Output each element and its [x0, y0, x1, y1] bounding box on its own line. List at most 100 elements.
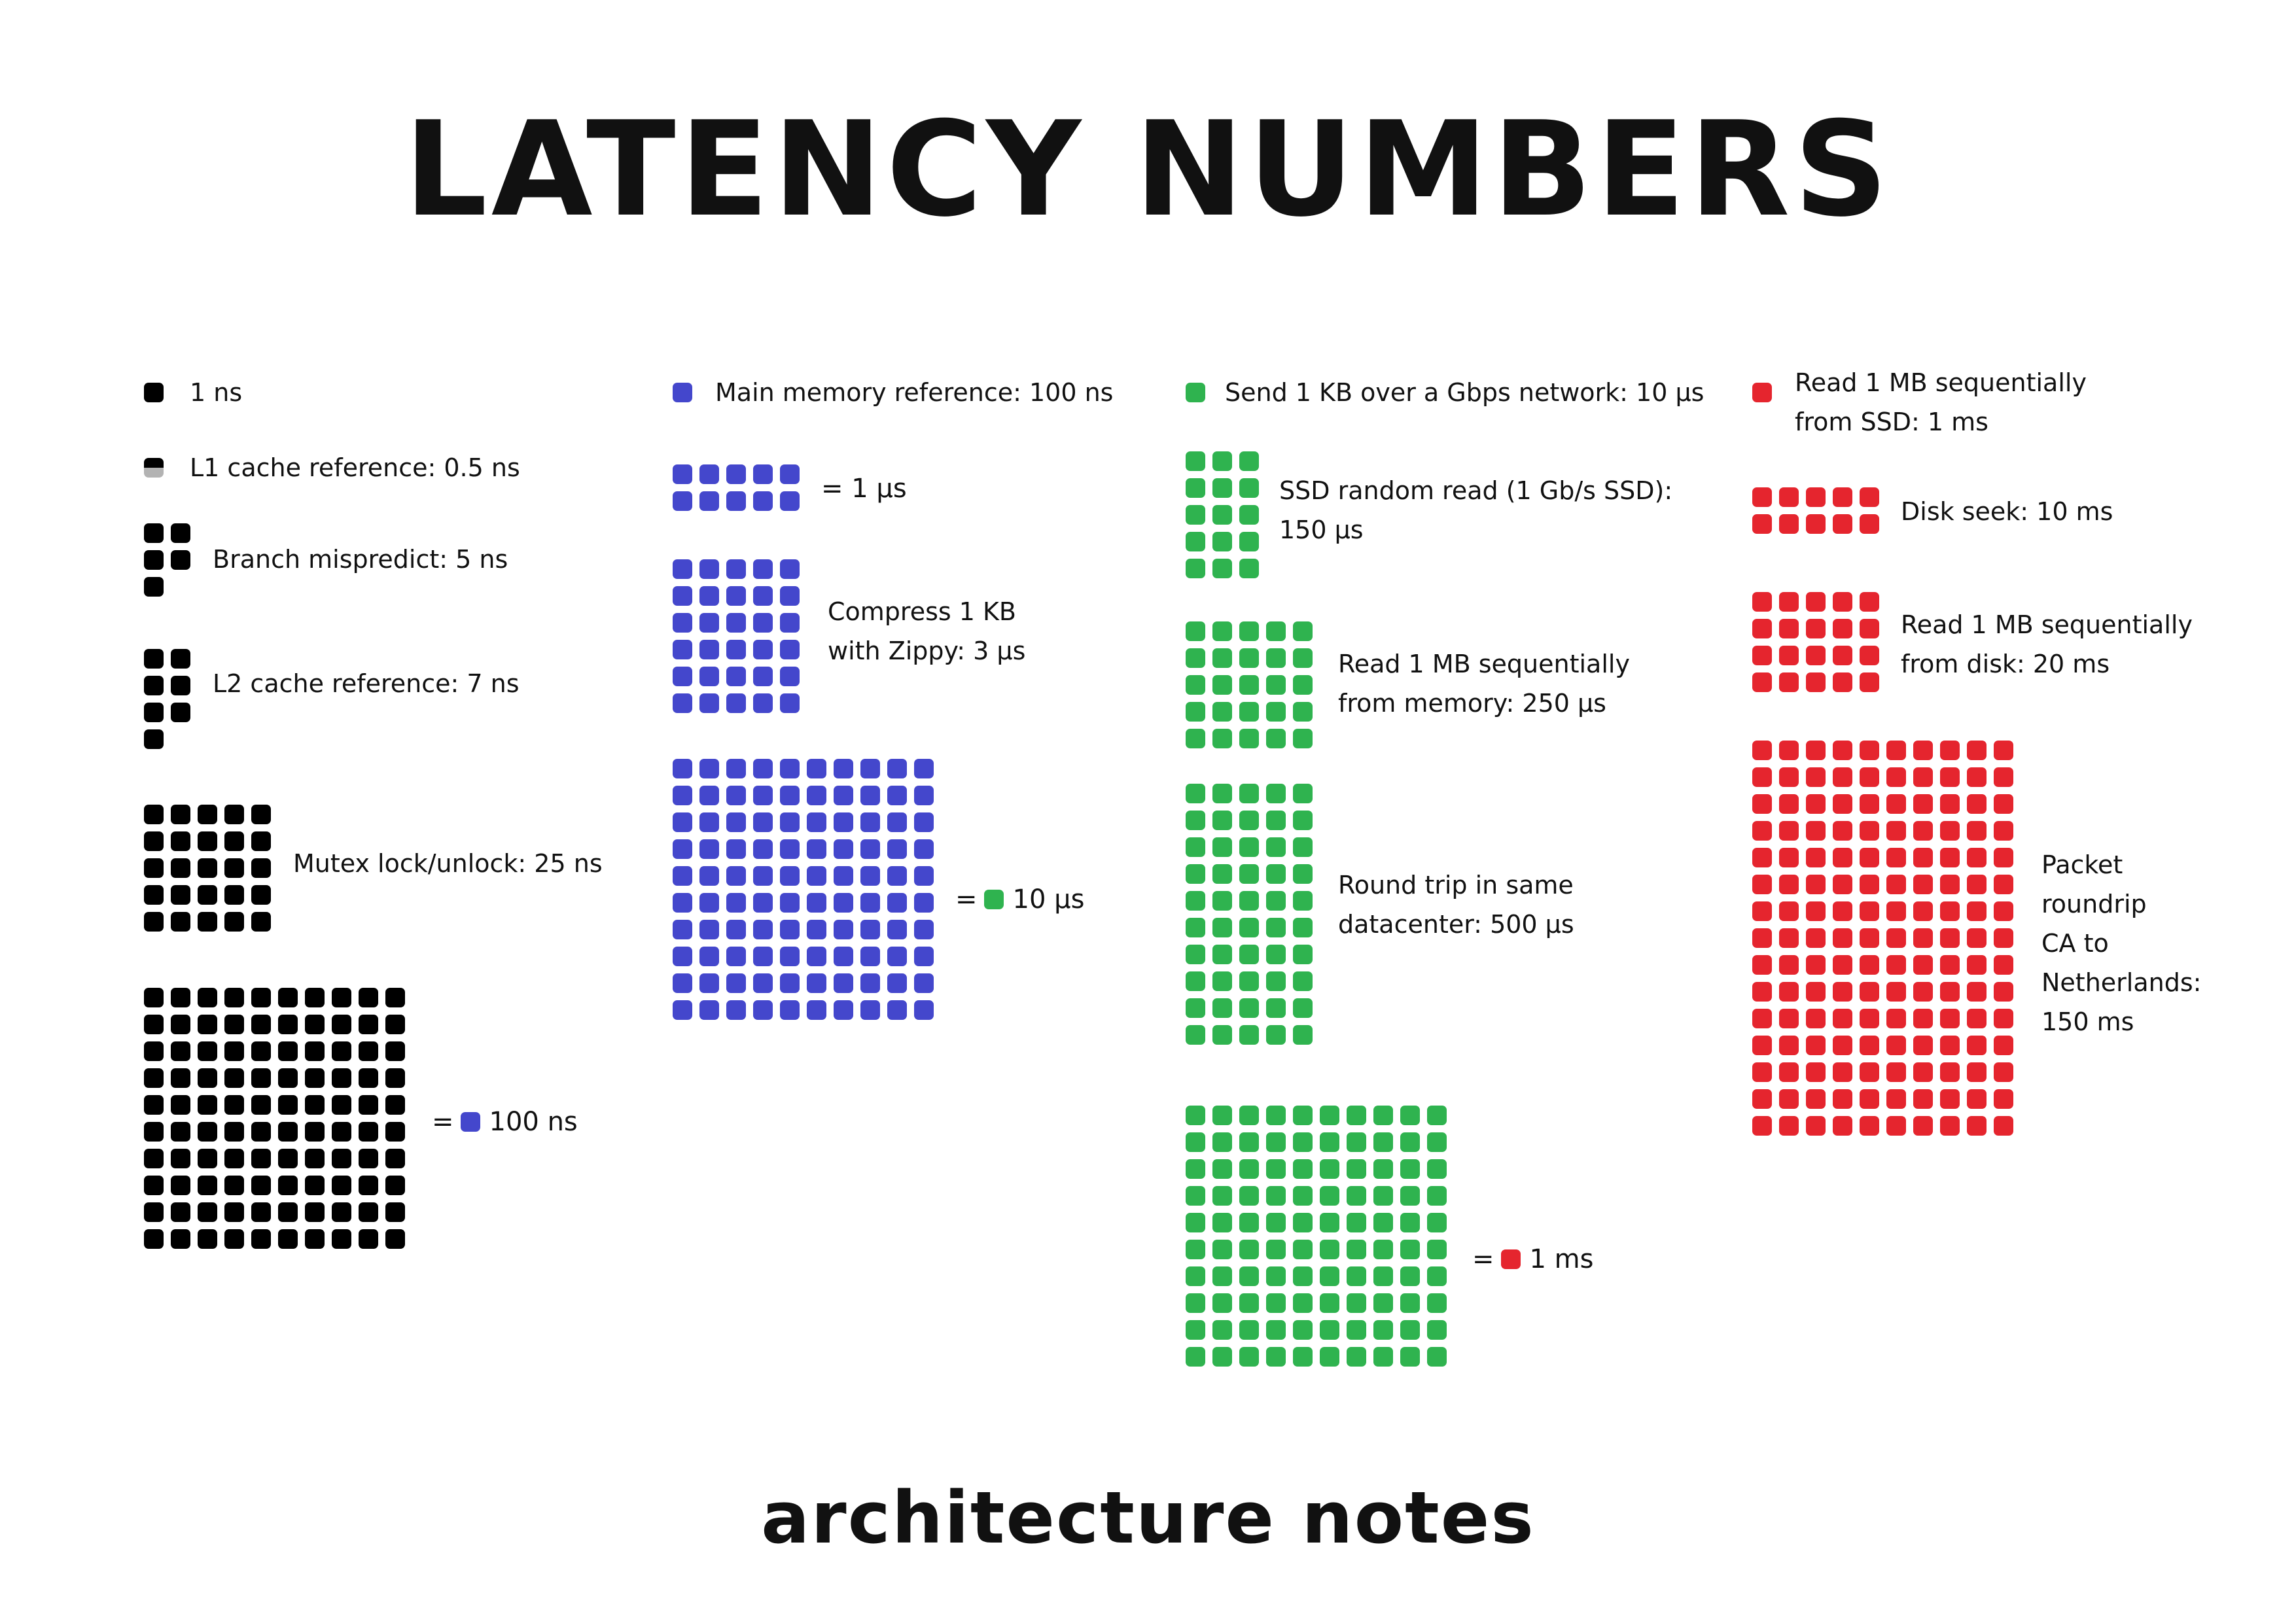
one-ns-square-grid [144, 383, 164, 402]
green-square [1186, 1025, 1205, 1045]
green-square [1427, 1213, 1447, 1232]
blue-square [753, 667, 773, 686]
black-square [251, 1041, 271, 1061]
green-square [1266, 945, 1286, 964]
blue-square [860, 786, 880, 805]
blue-square [860, 947, 880, 966]
red-square [1860, 646, 1879, 665]
green-square [1400, 1320, 1420, 1340]
red-square [1779, 821, 1799, 841]
black-square [171, 831, 190, 851]
black-square [171, 1229, 190, 1249]
red-square [1806, 767, 1826, 787]
green-square [1186, 1240, 1205, 1259]
mutex-label: Mutex lock/unlock: 25 ns [293, 849, 603, 878]
red-square [1779, 487, 1799, 507]
blue-square [753, 1000, 773, 1020]
blue-square [673, 383, 692, 402]
black-square [171, 885, 190, 905]
blue-square [753, 613, 773, 633]
red-square [1806, 1062, 1826, 1082]
red-square [1913, 767, 1933, 787]
green-square [1320, 1240, 1339, 1259]
red-square [1994, 741, 2013, 760]
blue-square [834, 973, 853, 993]
green-square [1186, 702, 1205, 722]
red-square [1994, 1036, 2013, 1055]
green-square [1373, 1213, 1393, 1232]
green-square [1427, 1347, 1447, 1367]
green-square [1266, 891, 1286, 911]
black-square [305, 1202, 325, 1222]
green-square [1239, 648, 1259, 668]
red-square [1806, 672, 1826, 692]
green-square [1212, 1240, 1232, 1259]
green-square [1266, 971, 1286, 991]
green-square [1266, 1132, 1286, 1152]
green-square [1347, 1293, 1366, 1313]
red-square [1886, 875, 1906, 894]
red-square [1833, 928, 1852, 948]
red-square [1752, 592, 1772, 612]
red-square [1994, 928, 2013, 948]
red-square [1833, 982, 1852, 1002]
green-square [1293, 837, 1313, 857]
green-square [1212, 864, 1232, 884]
blue-square [699, 839, 719, 859]
black-square [305, 988, 325, 1007]
red-square [1967, 955, 1987, 975]
blue-square [699, 866, 719, 886]
black-square [171, 703, 190, 722]
red-square [1806, 848, 1826, 867]
green-square [1400, 1159, 1420, 1179]
blue-square [673, 920, 692, 939]
red-square [1779, 672, 1799, 692]
green-square [1266, 648, 1286, 668]
red-square [1913, 1062, 1933, 1082]
blue-square [914, 973, 934, 993]
blue-square [887, 839, 907, 859]
green-square [1186, 505, 1205, 525]
green-square [1239, 971, 1259, 991]
green-square [1373, 1347, 1393, 1367]
red-square [1860, 928, 1879, 948]
blue-square [699, 464, 719, 484]
blue-square [753, 693, 773, 713]
black-square [198, 1122, 217, 1142]
black-square [171, 988, 190, 1007]
red-square [1752, 794, 1772, 814]
black-square [251, 1229, 271, 1249]
red-square [1913, 1009, 1933, 1028]
green-square [1239, 505, 1259, 525]
red-square [1886, 1089, 1906, 1109]
red-square [1913, 741, 1933, 760]
black-square [385, 988, 405, 1007]
black-square [359, 1122, 378, 1142]
red-square [1833, 767, 1852, 787]
green-square [1186, 648, 1205, 668]
black-square [198, 912, 217, 932]
ssd-random-label: SSD random read (1 Gb/s SSD): 150 µs [1279, 476, 1673, 544]
one-ms-square-grid [1186, 1106, 1447, 1367]
red-square [1752, 487, 1772, 507]
green-square [1212, 1186, 1232, 1206]
black-square [171, 1122, 190, 1142]
red-square [1833, 1062, 1852, 1082]
red-square [1833, 1116, 1852, 1136]
red-square [1967, 901, 1987, 921]
black-square [359, 1229, 378, 1249]
black-square [359, 1202, 378, 1222]
red-square [1967, 1062, 1987, 1082]
black-square [144, 649, 164, 669]
black-square [171, 805, 190, 824]
black-square [171, 1015, 190, 1034]
one-ms-equals: = 1 ms [1472, 1243, 1593, 1276]
half-square [144, 458, 164, 478]
black-square [251, 912, 271, 932]
green-square [1266, 729, 1286, 748]
green-square [1293, 1266, 1313, 1286]
green-square [1266, 621, 1286, 641]
black-square [144, 1041, 164, 1061]
red-square [1752, 928, 1772, 948]
green-square [1186, 621, 1205, 641]
